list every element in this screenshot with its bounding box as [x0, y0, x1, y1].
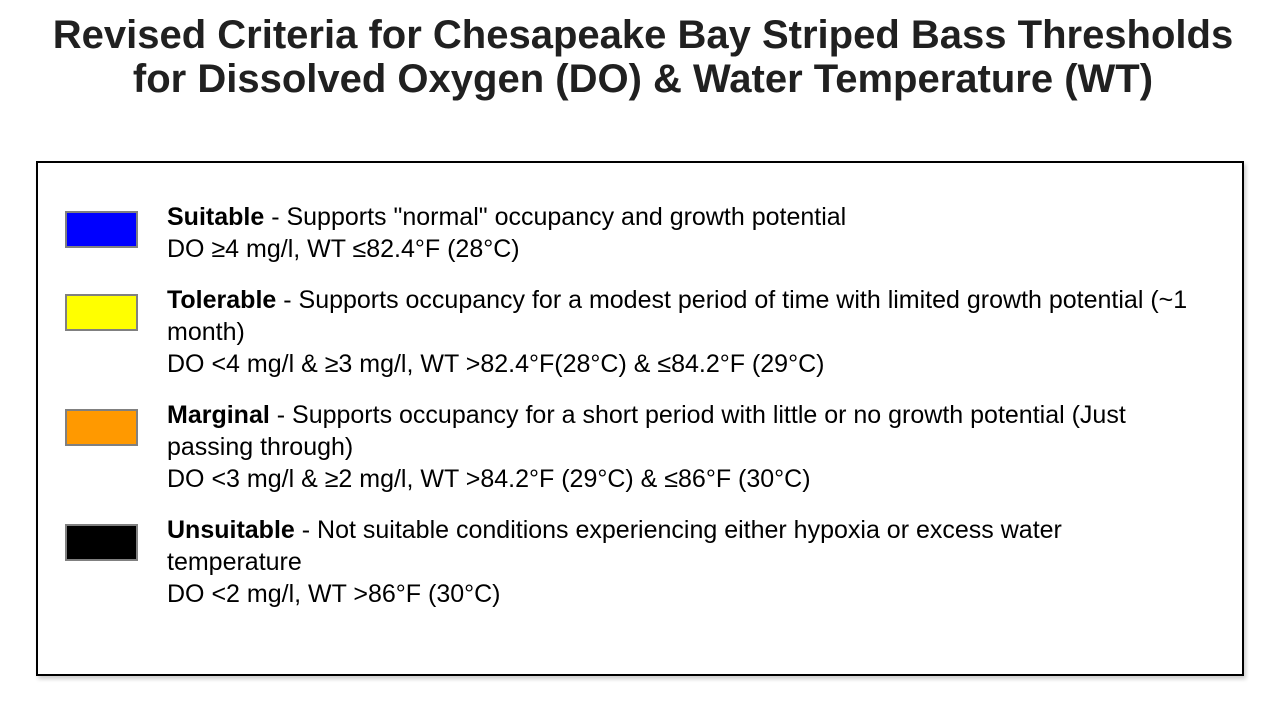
unsuitable-color-swatch	[65, 524, 138, 561]
marginal-description: Marginal - Supports occupancy for a shor…	[167, 399, 1197, 463]
tolerable-color-swatch	[65, 294, 138, 331]
tolerable-description: Tolerable - Supports occupancy for a mod…	[167, 284, 1197, 348]
marginal-description-text: - Supports occupancy for a short period …	[167, 401, 1126, 461]
marginal-text: Marginal - Supports occupancy for a shor…	[167, 399, 1197, 495]
page-title-line2: for Dissolved Oxygen (DO) & Water Temper…	[132, 57, 1154, 101]
unsuitable-description: Unsuitable - Not suitable conditions exp…	[167, 514, 1197, 578]
unsuitable-text: Unsuitable - Not suitable conditions exp…	[167, 514, 1197, 610]
suitable-description-text: - Supports "normal" occupancy and growth…	[264, 203, 847, 231]
criteria-legend-box: Suitable - Supports "normal" occupancy a…	[36, 161, 1244, 676]
tolerable-text: Tolerable - Supports occupancy for a mod…	[167, 284, 1197, 380]
suitable-criteria: DO ≥4 mg/l, WT ≤82.4°F (28°C)	[167, 235, 520, 263]
marginal-color-swatch	[65, 409, 138, 446]
legend-item-suitable: Suitable - Supports "normal" occupancy a…	[65, 201, 1242, 265]
suitable-term: Suitable	[167, 203, 265, 231]
page-title: Revised Criteria for Chesapeake Bay Stri…	[0, 0, 1286, 101]
suitable-text: Suitable - Supports "normal" occupancy a…	[167, 201, 1197, 265]
unsuitable-description-text: - Not suitable conditions experiencing e…	[167, 516, 1062, 576]
legend-item-tolerable: Tolerable - Supports occupancy for a mod…	[65, 284, 1242, 380]
suitable-color-swatch	[65, 211, 138, 248]
marginal-term: Marginal	[167, 401, 270, 429]
page-title-line1: Revised Criteria for Chesapeake Bay Stri…	[52, 13, 1234, 57]
tolerable-description-text: - Supports occupancy for a modest period…	[167, 286, 1188, 346]
unsuitable-term: Unsuitable	[167, 516, 295, 544]
legend-item-unsuitable: Unsuitable - Not suitable conditions exp…	[65, 514, 1242, 610]
tolerable-term: Tolerable	[167, 286, 277, 314]
marginal-criteria: DO <3 mg/l & ≥2 mg/l, WT >84.2°F (29°C) …	[167, 465, 811, 493]
tolerable-criteria: DO <4 mg/l & ≥3 mg/l, WT >82.4°F(28°C) &…	[167, 350, 825, 378]
legend-item-marginal: Marginal - Supports occupancy for a shor…	[65, 399, 1242, 495]
unsuitable-criteria: DO <2 mg/l, WT >86°F (30°C)	[167, 580, 501, 608]
suitable-description: Suitable - Supports "normal" occupancy a…	[167, 201, 1197, 233]
